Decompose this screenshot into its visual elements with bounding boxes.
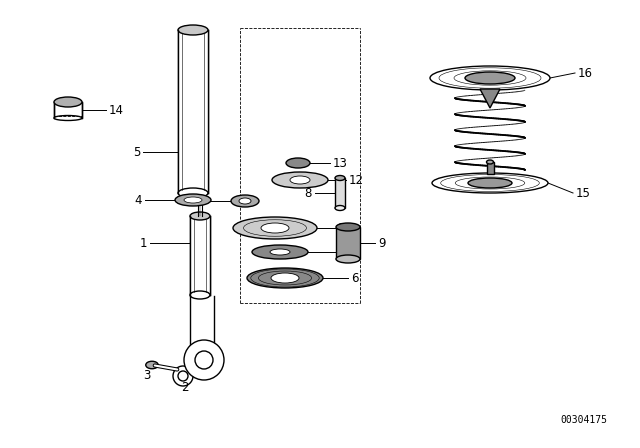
Circle shape xyxy=(195,351,213,369)
Text: 7: 7 xyxy=(339,246,346,258)
Text: 6: 6 xyxy=(351,271,358,284)
Text: 12: 12 xyxy=(349,173,364,186)
Polygon shape xyxy=(480,89,500,108)
Ellipse shape xyxy=(465,72,515,84)
Ellipse shape xyxy=(336,223,360,231)
Ellipse shape xyxy=(247,268,323,288)
Ellipse shape xyxy=(468,178,512,188)
Ellipse shape xyxy=(178,188,208,198)
Text: 3: 3 xyxy=(143,369,150,382)
Text: 00304175: 00304175 xyxy=(560,415,607,425)
Ellipse shape xyxy=(335,206,345,211)
Ellipse shape xyxy=(54,116,82,121)
Ellipse shape xyxy=(190,212,210,220)
Ellipse shape xyxy=(239,198,251,204)
Ellipse shape xyxy=(271,273,299,283)
Ellipse shape xyxy=(430,66,550,90)
Ellipse shape xyxy=(146,361,158,369)
Text: 4: 4 xyxy=(134,194,142,207)
Text: 11: 11 xyxy=(191,194,206,207)
Ellipse shape xyxy=(175,194,211,206)
Text: 14: 14 xyxy=(109,103,124,116)
Ellipse shape xyxy=(184,197,202,203)
Ellipse shape xyxy=(178,25,208,35)
Ellipse shape xyxy=(486,160,493,164)
Ellipse shape xyxy=(290,176,310,184)
Ellipse shape xyxy=(335,176,345,181)
Bar xyxy=(54,102,82,118)
Text: 8: 8 xyxy=(305,186,312,199)
Ellipse shape xyxy=(432,173,548,193)
Ellipse shape xyxy=(233,217,317,239)
Ellipse shape xyxy=(261,223,289,233)
Ellipse shape xyxy=(231,195,259,207)
Text: 13: 13 xyxy=(333,156,348,169)
Ellipse shape xyxy=(54,97,82,107)
Bar xyxy=(335,178,345,208)
Text: 2: 2 xyxy=(181,380,189,393)
Ellipse shape xyxy=(272,172,328,188)
Text: 1: 1 xyxy=(140,237,147,250)
Text: 10: 10 xyxy=(338,221,353,234)
Text: 5: 5 xyxy=(132,146,140,159)
Text: 15: 15 xyxy=(576,186,591,199)
Bar xyxy=(190,216,210,295)
Ellipse shape xyxy=(252,245,308,259)
Bar xyxy=(487,162,494,174)
Ellipse shape xyxy=(270,249,290,255)
Bar xyxy=(178,30,208,193)
Ellipse shape xyxy=(286,158,310,168)
Ellipse shape xyxy=(190,291,210,299)
Text: 9: 9 xyxy=(378,237,385,250)
Text: 16: 16 xyxy=(578,66,593,79)
Circle shape xyxy=(184,340,224,380)
Bar xyxy=(336,227,360,259)
Ellipse shape xyxy=(336,255,360,263)
